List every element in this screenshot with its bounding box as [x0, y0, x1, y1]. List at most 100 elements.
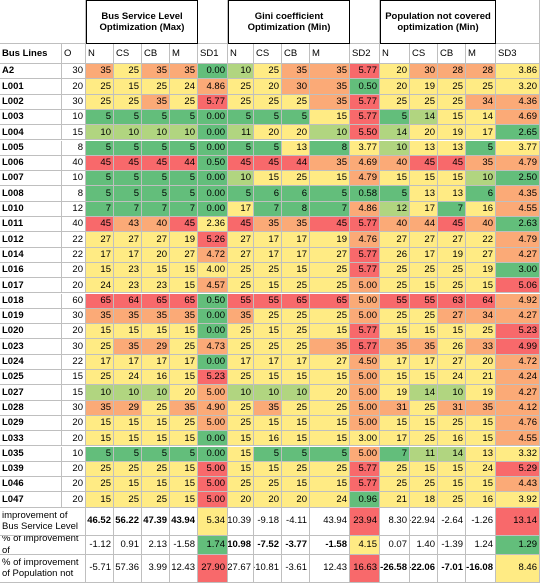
table-cell: 0.00	[198, 140, 228, 156]
table-cell: 25	[228, 370, 254, 386]
table-cell: 5.00	[198, 461, 228, 478]
origin-value: 20	[62, 477, 86, 493]
table-cell: 5.77	[350, 324, 380, 340]
table-cell: 17	[282, 354, 310, 370]
table-cell: 5.06	[496, 278, 540, 294]
table-cell: 10	[228, 64, 254, 80]
table-cell: 45	[438, 155, 466, 172]
summary-label: % of improvement of Population not	[0, 554, 86, 583]
origin-value: 20	[62, 461, 86, 478]
table-cell: 19	[410, 79, 438, 95]
table-cell: 0.50	[198, 293, 228, 309]
table-cell: 15	[170, 370, 198, 386]
table-cell: 27	[228, 232, 254, 248]
table-cell: 34	[466, 308, 496, 325]
table-cell: 27	[228, 247, 254, 263]
table-cell: 27	[438, 308, 466, 325]
table-cell: 15	[410, 461, 438, 478]
origin-value: 30	[62, 339, 86, 355]
table-cell: 7	[114, 201, 142, 217]
table-cell: 16	[438, 431, 466, 447]
table-cell: 5	[254, 446, 282, 462]
table-cell: 5	[380, 109, 410, 126]
table-cell: 25	[438, 415, 466, 432]
table-cell: 5.23	[198, 370, 228, 386]
table-cell: 4.76	[496, 415, 540, 432]
table-cell: 25	[86, 79, 114, 95]
group-header-population: Population not covered optimization (Min…	[380, 0, 496, 44]
table-cell: 3.20	[496, 79, 540, 95]
row-label: L001	[0, 79, 62, 95]
table-cell: 15	[254, 171, 282, 187]
table-cell: 35	[310, 94, 350, 110]
table-cell: 25	[228, 339, 254, 355]
table-cell: 15	[380, 415, 410, 432]
table-cell: 25	[228, 278, 254, 294]
table-cell: 0.96	[350, 492, 380, 508]
table-cell: 5	[114, 140, 142, 156]
summary-cell: -9.18	[254, 507, 282, 536]
table-cell: 10	[228, 171, 254, 187]
summary-cell: 8.46	[496, 554, 540, 583]
table-cell: 5.77	[350, 247, 380, 263]
table-cell: 14	[466, 109, 496, 126]
table-cell: 4.72	[496, 354, 540, 370]
table-cell: 45	[170, 217, 198, 233]
table-cell: 5	[170, 171, 198, 187]
table-cell: 2.63	[496, 217, 540, 233]
table-cell: 10	[114, 385, 142, 401]
table-cell: 25	[410, 400, 438, 416]
table-cell: 15	[142, 324, 170, 340]
column-header-sd2: SD2	[350, 44, 380, 64]
table-cell: 15	[86, 262, 114, 279]
table-cell: 5	[170, 109, 198, 126]
table-cell: 25	[380, 278, 410, 294]
row-label: L027	[0, 385, 62, 401]
table-cell: 65	[86, 293, 114, 309]
table-cell: 25	[114, 94, 142, 110]
table-cell: 24	[114, 370, 142, 386]
row-label: L047	[0, 492, 62, 508]
origin-value: 12	[62, 201, 86, 217]
table-cell: 5	[228, 140, 254, 156]
table-cell: 0.00	[198, 308, 228, 325]
summary-cell: 12.43	[310, 554, 350, 583]
table-cell: 17	[410, 201, 438, 217]
table-cell: 0.00	[198, 186, 228, 202]
column-header-m: M	[466, 44, 496, 64]
table-cell: 64	[466, 293, 496, 309]
table-cell: 5	[282, 109, 310, 126]
summary-cell: -1.58	[170, 535, 198, 555]
table-cell: 17	[410, 247, 438, 263]
table-cell: 18	[410, 492, 438, 508]
table-cell: 4.79	[496, 232, 540, 248]
table-cell: 5.77	[198, 94, 228, 110]
table-cell: 29	[142, 339, 170, 355]
table-cell: 15	[410, 324, 438, 340]
table-cell: 25	[170, 415, 198, 432]
table-cell: 5	[228, 109, 254, 126]
table-cell: 15	[438, 477, 466, 493]
table-cell: 5	[142, 140, 170, 156]
table-cell: 25	[170, 339, 198, 355]
origin-value: 60	[62, 293, 86, 309]
table-cell: 5	[114, 171, 142, 187]
table-cell: 3.00	[496, 262, 540, 279]
table-cell: 5.77	[350, 461, 380, 478]
table-cell: 7	[170, 201, 198, 217]
table-cell: 25	[310, 262, 350, 279]
summary-cell: -10.81	[254, 554, 282, 583]
table-cell: 7	[310, 201, 350, 217]
table-cell: 5.23	[496, 324, 540, 340]
row-label: L020	[0, 324, 62, 340]
table-cell: 65	[282, 293, 310, 309]
column-header-m: M	[170, 44, 198, 64]
table-cell: 10	[170, 125, 198, 141]
summary-cell: 56.22	[114, 507, 142, 536]
table-cell: 5	[254, 109, 282, 126]
table-cell: 25	[254, 477, 282, 493]
table-cell: 25	[114, 492, 142, 508]
table-cell: 15	[142, 415, 170, 432]
table-cell: 23	[114, 278, 142, 294]
table-cell: 5	[254, 140, 282, 156]
